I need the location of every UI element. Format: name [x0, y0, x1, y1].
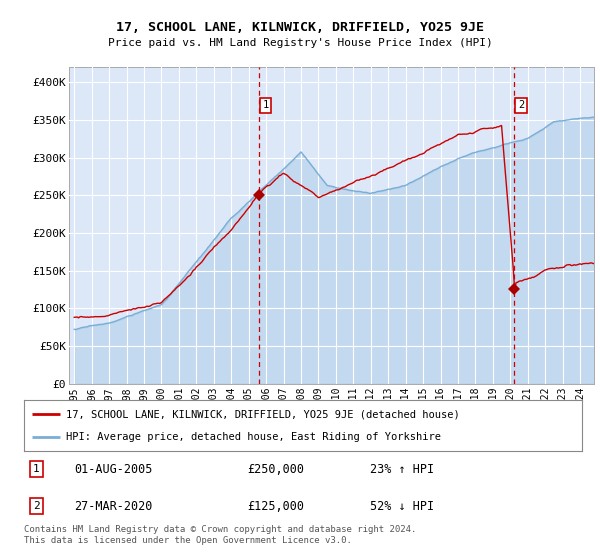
Text: 52% ↓ HPI: 52% ↓ HPI	[370, 500, 434, 513]
Text: Price paid vs. HM Land Registry's House Price Index (HPI): Price paid vs. HM Land Registry's House …	[107, 38, 493, 48]
Text: 2: 2	[518, 100, 524, 110]
Text: Contains HM Land Registry data © Crown copyright and database right 2024.
This d: Contains HM Land Registry data © Crown c…	[24, 525, 416, 545]
Text: 01-AUG-2005: 01-AUG-2005	[74, 463, 152, 476]
Text: 2: 2	[33, 501, 40, 511]
Text: 17, SCHOOL LANE, KILNWICK, DRIFFIELD, YO25 9JE (detached house): 17, SCHOOL LANE, KILNWICK, DRIFFIELD, YO…	[66, 409, 460, 419]
Text: 27-MAR-2020: 27-MAR-2020	[74, 500, 152, 513]
Text: 17, SCHOOL LANE, KILNWICK, DRIFFIELD, YO25 9JE: 17, SCHOOL LANE, KILNWICK, DRIFFIELD, YO…	[116, 21, 484, 34]
Text: 1: 1	[262, 100, 269, 110]
Text: 1: 1	[33, 464, 40, 474]
Text: HPI: Average price, detached house, East Riding of Yorkshire: HPI: Average price, detached house, East…	[66, 432, 441, 442]
Text: £125,000: £125,000	[247, 500, 304, 513]
Text: £250,000: £250,000	[247, 463, 304, 476]
Text: 23% ↑ HPI: 23% ↑ HPI	[370, 463, 434, 476]
